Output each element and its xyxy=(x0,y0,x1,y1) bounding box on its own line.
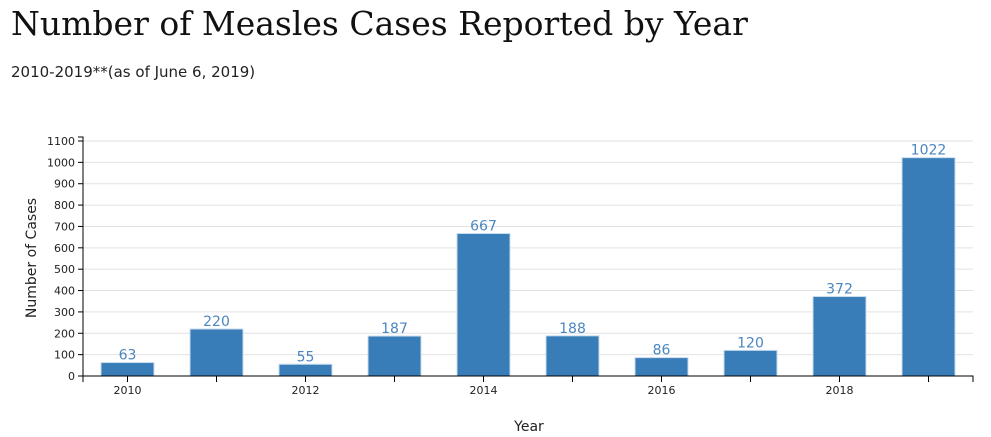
chart-title: Number of Measles Cases Reported by Year xyxy=(11,4,748,43)
y-axis: 0 100 200 300 400 500 600 700 800 900 1000 1100 xyxy=(47,135,84,383)
x-tick-label: 2014 xyxy=(470,384,498,397)
bar-2017 xyxy=(723,349,778,377)
data-label: 372 xyxy=(826,282,853,298)
bar-2011 xyxy=(189,328,244,377)
bar-2019 xyxy=(901,157,956,377)
x-axis-line xyxy=(82,375,974,382)
y-tick-label: 400 xyxy=(54,285,75,298)
y-axis-line xyxy=(78,136,84,382)
y-tick-label: 300 xyxy=(54,306,75,319)
bar-2014 xyxy=(456,233,511,377)
y-tick-label: 100 xyxy=(54,349,75,362)
y-tick-label: 1000 xyxy=(47,156,75,169)
bar-2015 xyxy=(545,335,600,377)
y-tick-label: 700 xyxy=(54,220,75,233)
bar-2013 xyxy=(367,335,422,377)
bar-2010 xyxy=(100,362,155,377)
x-tick-label: 2010 xyxy=(114,384,142,397)
y-tick-label: 600 xyxy=(54,242,75,255)
y-tick-label: 1100 xyxy=(47,135,75,148)
data-label: 220 xyxy=(203,314,230,330)
bar-2012 xyxy=(278,363,333,377)
bar-2016 xyxy=(634,357,689,377)
x-tick-label: 2018 xyxy=(826,384,854,397)
y-axis-label: Number of Cases xyxy=(24,198,40,318)
y-tick-label: 500 xyxy=(54,263,75,276)
data-label: 1022 xyxy=(911,143,947,159)
y-tick-label: 900 xyxy=(54,178,75,191)
data-label: 86 xyxy=(653,343,671,359)
x-tick-label: 2016 xyxy=(648,384,676,397)
y-tick-label: 0 xyxy=(68,370,75,383)
data-label: 63 xyxy=(119,348,137,364)
data-label: 187 xyxy=(381,321,408,337)
bars: 63 220 55 187 667 188 86 120 372 1022 xyxy=(100,143,956,377)
data-label: 120 xyxy=(737,335,764,351)
x-axis: 2010 2012 2014 2016 2018 xyxy=(82,375,974,397)
data-label: 55 xyxy=(297,349,315,365)
y-tick-label: 200 xyxy=(54,327,75,340)
chart-subtitle: 2010-2019**(as of June 6, 2019) xyxy=(11,63,256,81)
x-axis-label: Year xyxy=(513,419,544,435)
y-tick-label: 800 xyxy=(54,199,75,212)
x-tick-label: 2012 xyxy=(292,384,320,397)
data-label: 667 xyxy=(470,219,497,235)
data-label: 188 xyxy=(559,321,586,337)
bar-2018 xyxy=(812,296,867,377)
